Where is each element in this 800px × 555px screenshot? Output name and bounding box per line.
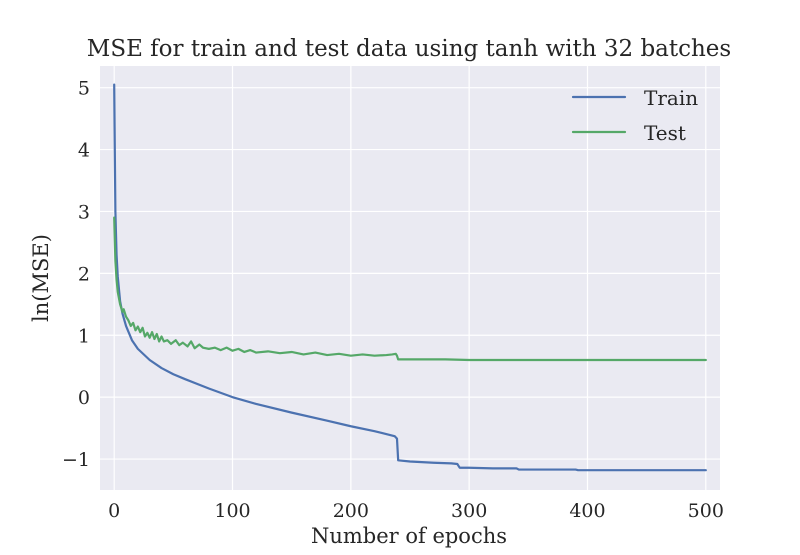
- y-tick-label: 5: [78, 78, 90, 100]
- legend-test-label: Test: [644, 121, 686, 145]
- x-tick-label: 300: [451, 500, 487, 522]
- chart-title: MSE for train and test data using tanh w…: [87, 36, 731, 62]
- series-line-train: [113, 83, 707, 472]
- y-tick-labels: −1 0 1 2 3 4 5: [62, 78, 90, 471]
- grid-lines: [100, 66, 720, 490]
- x-tick-labels: 0 100 200 300 400 500: [108, 500, 724, 522]
- x-tick-label: 500: [688, 500, 724, 522]
- y-axis-label: ln(MSE): [29, 234, 53, 322]
- y-tick-label: 2: [78, 263, 90, 285]
- plot-background: [100, 66, 720, 490]
- series-line-test: [113, 216, 707, 362]
- y-tick-label: −1: [62, 449, 90, 471]
- x-tick-label: 100: [214, 500, 250, 522]
- x-axis-label: Number of epochs: [311, 524, 507, 548]
- y-tick-label: 4: [78, 140, 90, 162]
- x-tick-label: 0: [108, 500, 120, 522]
- legend: Train Test: [571, 86, 698, 145]
- series-lines: [113, 83, 707, 472]
- y-tick-label: 1: [78, 325, 90, 347]
- y-tick-label: 3: [78, 201, 90, 223]
- x-tick-label: 200: [333, 500, 369, 522]
- x-tick-label: 400: [569, 500, 605, 522]
- legend-train-label: Train: [644, 86, 698, 110]
- y-tick-label: 0: [78, 387, 90, 409]
